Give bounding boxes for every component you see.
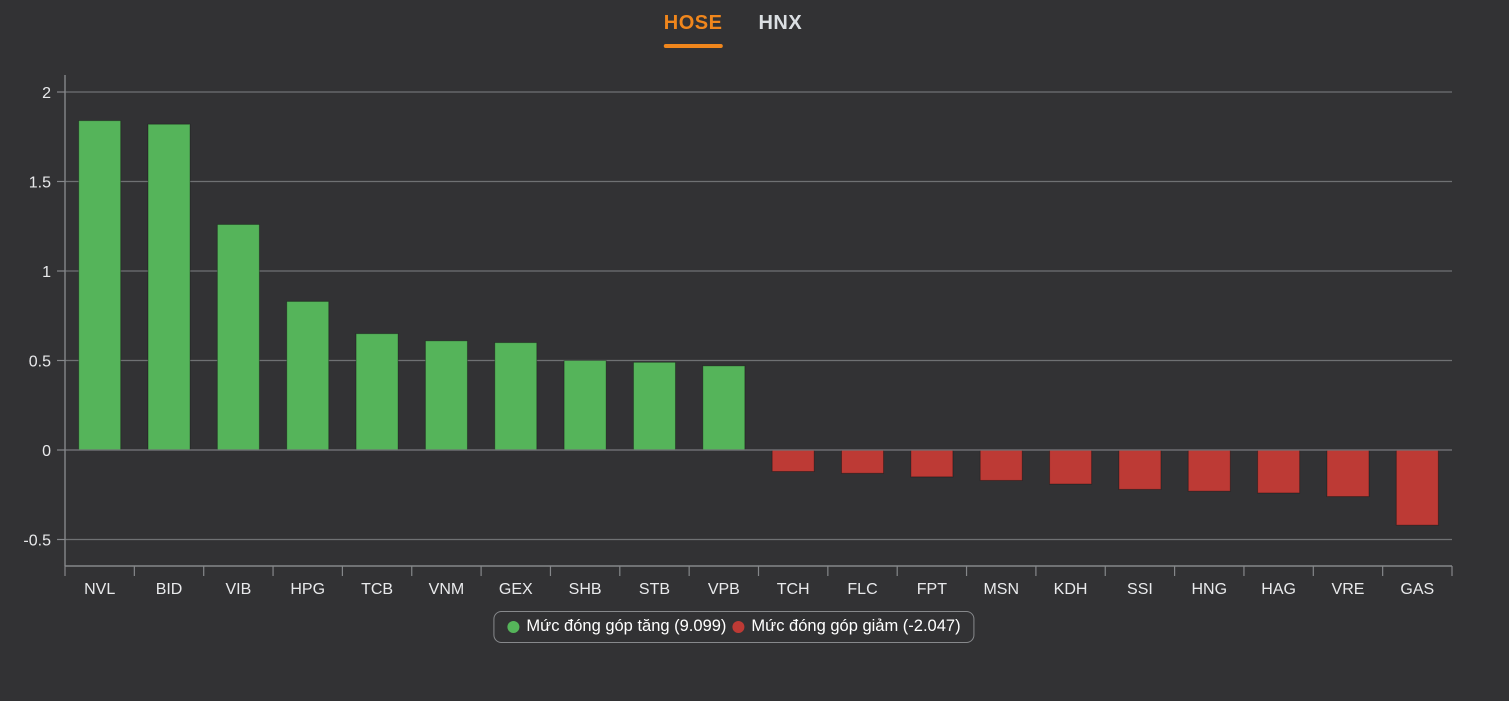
x-axis-label-NVL: NVL	[84, 581, 115, 598]
bar-KDH[interactable]	[1049, 449, 1093, 485]
bar-MSN[interactable]	[979, 449, 1023, 481]
tab-hnx[interactable]: HNX	[740, 12, 820, 48]
legend-label: Mức đóng góp tăng (9.099)	[526, 617, 727, 635]
bar-VPB[interactable]	[702, 365, 746, 451]
legend-dot-positive-icon	[507, 620, 520, 633]
bar-GEX[interactable]	[494, 342, 538, 451]
chart-legend: Mức đóng góp tăng (9.099) Mức đóng góp gi…	[493, 611, 975, 643]
y-axis-label: 2	[42, 85, 51, 102]
legend-dot-negative-icon	[732, 620, 745, 633]
bar-NVL[interactable]	[78, 120, 122, 451]
x-axis-label-GEX: GEX	[499, 581, 533, 598]
x-axis-label-KDH: KDH	[1054, 581, 1088, 598]
bar-SHB[interactable]	[563, 360, 607, 451]
y-axis-label: 1.5	[29, 175, 51, 192]
x-axis-label-MSN: MSN	[983, 581, 1019, 598]
bar-HAG[interactable]	[1257, 449, 1301, 494]
bar-TCH[interactable]	[771, 449, 815, 472]
legend-item-negative[interactable]: Mức đóng góp giảm (-2.047)	[732, 617, 961, 636]
x-axis-label-TCH: TCH	[777, 581, 810, 598]
bar-VNM[interactable]	[424, 340, 468, 451]
x-axis-label-STB: STB	[639, 581, 670, 598]
bar-VIB[interactable]	[216, 223, 260, 451]
bar-FLC[interactable]	[841, 449, 885, 474]
x-axis-label-SHB: SHB	[569, 581, 602, 598]
x-axis-label-HAG: HAG	[1261, 581, 1296, 598]
x-axis-label-SSI: SSI	[1127, 581, 1153, 598]
bar-STB[interactable]	[632, 361, 676, 451]
x-axis-label-VNM: VNM	[429, 581, 465, 598]
x-axis-label-VRE: VRE	[1332, 581, 1365, 598]
x-axis-label-VPB: VPB	[708, 581, 740, 598]
active-tab-underline	[663, 44, 723, 48]
x-axis-label-FPT: FPT	[917, 581, 947, 598]
y-axis-label: 0	[42, 443, 51, 460]
legend-item-positive[interactable]: Mức đóng góp tăng (9.099)	[507, 617, 726, 636]
tab-hose[interactable]: HOSE	[646, 12, 741, 48]
tab-label: HOSE	[663, 12, 723, 34]
bar-FPT[interactable]	[910, 449, 954, 478]
x-axis-label-GAS: GAS	[1400, 581, 1434, 598]
bar-VRE[interactable]	[1326, 449, 1370, 498]
x-axis-label-HNG: HNG	[1191, 581, 1227, 598]
exchange-tabs: HOSE HNX	[646, 12, 820, 48]
x-axis-label-FLC: FLC	[847, 581, 877, 598]
legend-label: Mức đóng góp giảm (-2.047)	[751, 617, 961, 635]
x-axis-label-TCB: TCB	[361, 581, 393, 598]
bar-HNG[interactable]	[1187, 449, 1231, 492]
bar-HPG[interactable]	[286, 300, 330, 451]
bar-SSI[interactable]	[1118, 449, 1162, 490]
x-axis-label-BID: BID	[156, 581, 183, 598]
bar-GAS[interactable]	[1395, 449, 1439, 526]
y-axis-label: 1	[42, 264, 51, 281]
x-axis-label-HPG: HPG	[290, 581, 325, 598]
x-axis-label-VIB: VIB	[225, 581, 251, 598]
bar-BID[interactable]	[147, 123, 191, 451]
y-axis-label: -0.5	[23, 533, 51, 550]
y-axis-label: 0.5	[29, 354, 51, 371]
tab-label: HNX	[758, 12, 803, 34]
bar-TCB[interactable]	[355, 333, 399, 451]
